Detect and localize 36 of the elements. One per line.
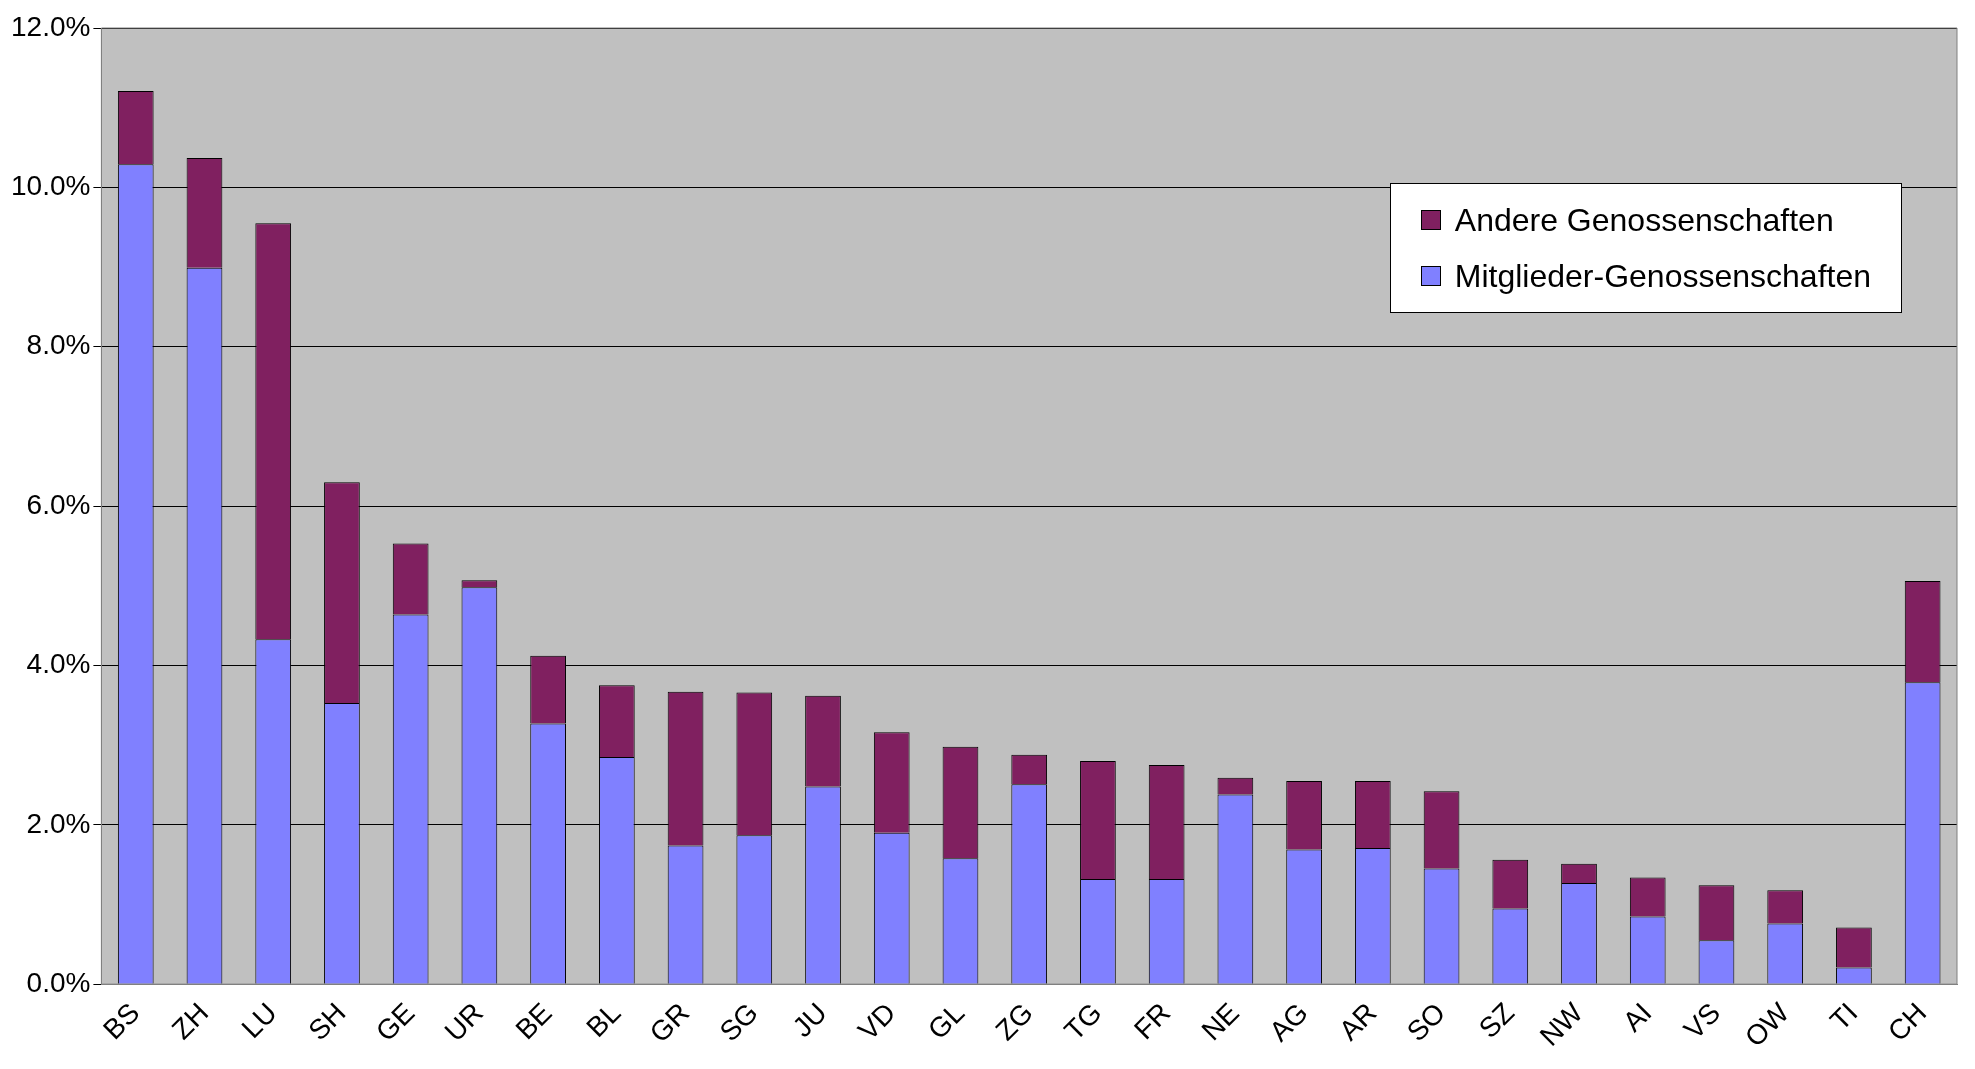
legend-label: Andere Genossenschaften — [1454, 201, 1834, 240]
y-tick-label: 2.0% — [26, 807, 91, 839]
x-tick-label: ZH — [165, 996, 215, 1046]
x-tick-label: LU — [235, 996, 283, 1045]
x-tick-label: AI — [1616, 996, 1658, 1038]
x-tick-label: SZ — [1472, 996, 1520, 1045]
x-tick-label: ZG — [989, 996, 1039, 1047]
x-tick-label: GR — [643, 996, 696, 1049]
x-tick-label: TG — [1058, 996, 1108, 1047]
x-tick-label: SG — [713, 996, 764, 1048]
y-tick-label: 4.0% — [26, 648, 91, 680]
x-tick-label: FR — [1128, 996, 1177, 1046]
x-tick-label: NE — [1195, 996, 1246, 1047]
x-tick-label: UR — [438, 996, 490, 1048]
x-tick-label: BS — [97, 996, 146, 1046]
x-tick-label: VS — [1677, 996, 1727, 1046]
y-tick-label: 12.0% — [10, 10, 91, 42]
x-tick-label: JU — [786, 996, 833, 1043]
y-tick-label: 0.0% — [26, 966, 91, 998]
x-tick-label: NW — [1533, 996, 1590, 1052]
x-tick-label: CH — [1881, 996, 1933, 1048]
x-tick-label: TI — [1824, 996, 1864, 1037]
x-tick-label: SO — [1400, 996, 1452, 1048]
y-tick-label: 10.0% — [10, 170, 91, 202]
x-tick-label: AR — [1333, 996, 1383, 1047]
x-tick-label: OW — [1738, 996, 1796, 1053]
x-tick-label: VD — [852, 996, 902, 1047]
x-tick-label: BL — [580, 996, 627, 1043]
legend-label: Mitglieder-Genossenschaften — [1454, 257, 1871, 296]
x-tick-label: AG — [1263, 996, 1314, 1048]
y-tick-label: 8.0% — [26, 329, 91, 361]
x-tick-label: GL — [921, 996, 971, 1046]
y-tick-label: 6.0% — [26, 488, 91, 520]
x-tick-label: GE — [369, 996, 421, 1048]
x-tick-label: BE — [509, 996, 558, 1046]
x-tick-label: SH — [302, 996, 352, 1047]
